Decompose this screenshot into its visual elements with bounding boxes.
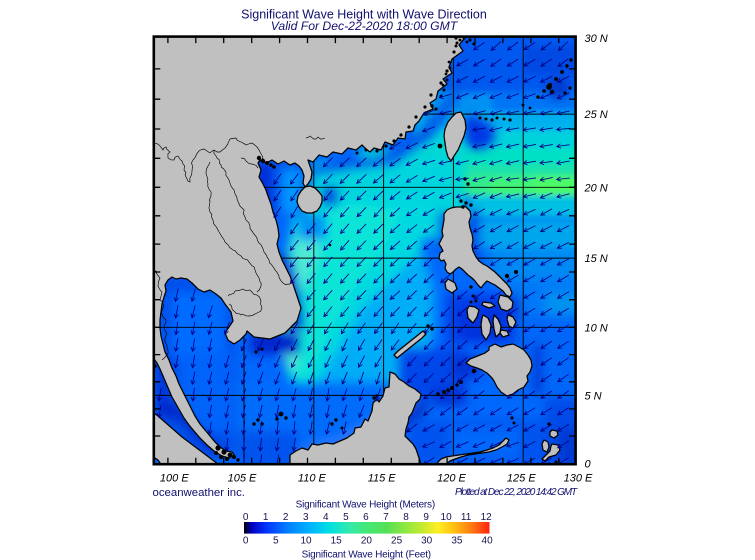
svg-text:40: 40 [482, 536, 494, 547]
svg-text:3: 3 [303, 512, 309, 523]
svg-text:110 E: 110 E [298, 473, 327, 485]
svg-text:1: 1 [263, 512, 269, 523]
svg-text:25 N: 25 N [584, 109, 608, 121]
svg-text:11: 11 [461, 512, 472, 523]
svg-text:115 E: 115 E [368, 473, 397, 485]
svg-text:35: 35 [451, 536, 463, 547]
svg-text:10: 10 [300, 536, 312, 547]
svg-text:Significant Wave Height (Meter: Significant Wave Height (Meters) [296, 500, 435, 511]
svg-text:0: 0 [243, 512, 249, 523]
svg-text:125 E: 125 E [507, 473, 536, 485]
svg-text:10 N: 10 N [585, 322, 608, 334]
svg-text:0: 0 [243, 536, 249, 547]
svg-text:Significant Wave Height with W: Significant Wave Height with Wave Direct… [241, 8, 487, 22]
svg-text:120 E: 120 E [437, 473, 466, 485]
svg-text:12: 12 [481, 512, 493, 523]
svg-text:15: 15 [331, 536, 343, 547]
svg-text:100 E: 100 E [160, 473, 189, 485]
svg-text:8: 8 [403, 512, 409, 523]
svg-text:30 N: 30 N [585, 33, 608, 45]
svg-text:20 N: 20 N [584, 182, 608, 194]
svg-text:Valid For Dec-22-2020 18:00 GM: Valid For Dec-22-2020 18:00 GMT [271, 19, 459, 33]
svg-text:5 N: 5 N [585, 390, 602, 402]
svg-text:4: 4 [323, 512, 329, 523]
svg-text:2: 2 [283, 512, 289, 523]
svg-text:Plotted at Dec 22, 2020 14:42: Plotted at Dec 22, 2020 14:42 GMT [455, 487, 578, 498]
svg-text:15 N: 15 N [585, 253, 608, 265]
svg-text:10: 10 [441, 512, 453, 523]
svg-text:25: 25 [391, 536, 403, 547]
svg-text:oceanweather inc.: oceanweather inc. [153, 487, 245, 499]
svg-text:0: 0 [585, 458, 592, 470]
svg-text:130 E: 130 E [564, 473, 593, 485]
svg-text:7: 7 [383, 512, 389, 523]
svg-text:5: 5 [273, 536, 279, 547]
svg-text:105 E: 105 E [228, 473, 257, 485]
svg-text:6: 6 [363, 512, 369, 523]
svg-text:Significant Wave Height (Feet): Significant Wave Height (Feet) [302, 550, 431, 560]
svg-text:20: 20 [361, 536, 373, 547]
svg-text:9: 9 [423, 512, 429, 523]
svg-text:5: 5 [343, 512, 349, 523]
svg-text:30: 30 [421, 536, 433, 547]
